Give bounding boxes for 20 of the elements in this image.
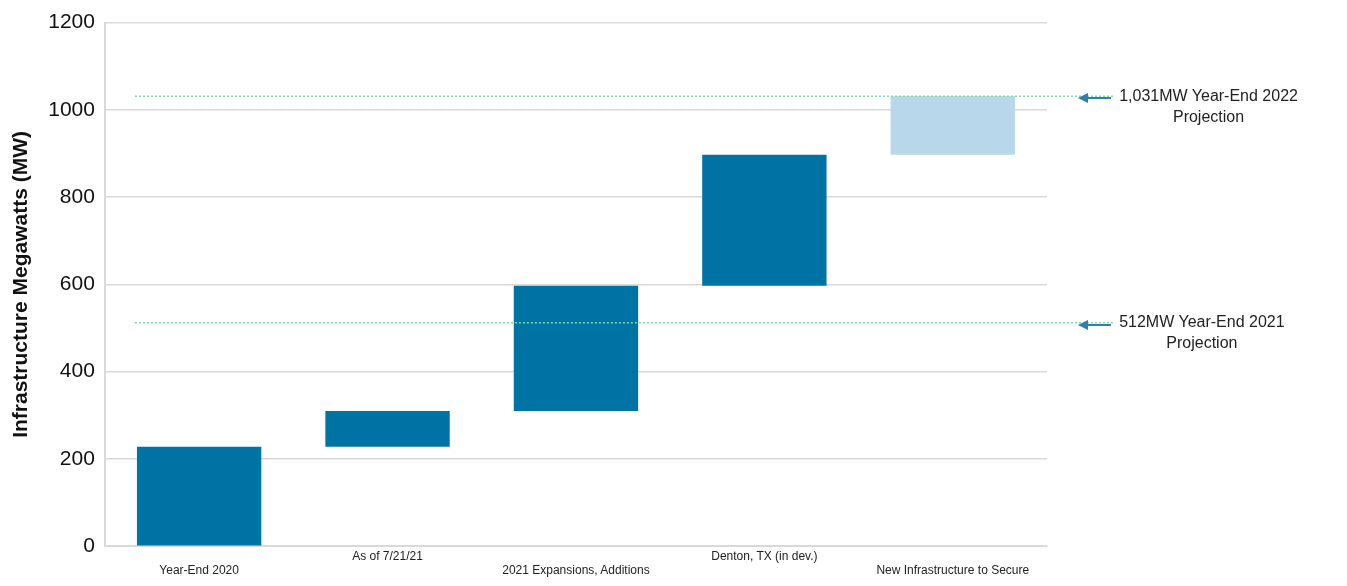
- x-tick-label: Year-End 2020: [159, 563, 240, 578]
- y-tick-label: 200: [59, 445, 95, 469]
- x-tick-label: New Infrastructure to Secure: [876, 563, 1030, 578]
- y-tick-label: 600: [59, 271, 95, 295]
- bar: [702, 154, 827, 286]
- bar: [325, 410, 450, 447]
- x-tick-label: As of 7/21/21: [352, 548, 424, 563]
- bar: [136, 446, 262, 546]
- bar: [513, 285, 639, 411]
- y-tick-label: 1200: [48, 9, 95, 33]
- y-tick-label: 800: [59, 183, 95, 207]
- ref-line-label: 1,031MW Year-End 2022 Projection: [1119, 86, 1299, 125]
- bar: [890, 96, 1015, 155]
- x-tick-label: Denton, TX (in dev.): [711, 548, 818, 563]
- y-tick-label: 1000: [48, 96, 95, 120]
- x-tick-label: 2021 Expansions, Additions: [502, 563, 650, 578]
- y-tick-label: 400: [59, 358, 95, 382]
- y-tick-label: 0: [83, 533, 95, 556]
- ref-line-label: 512MW Year-End 2021 Projection: [1119, 313, 1285, 352]
- y-axis-title: Infrastructure Megawatts (MW): [8, 130, 32, 438]
